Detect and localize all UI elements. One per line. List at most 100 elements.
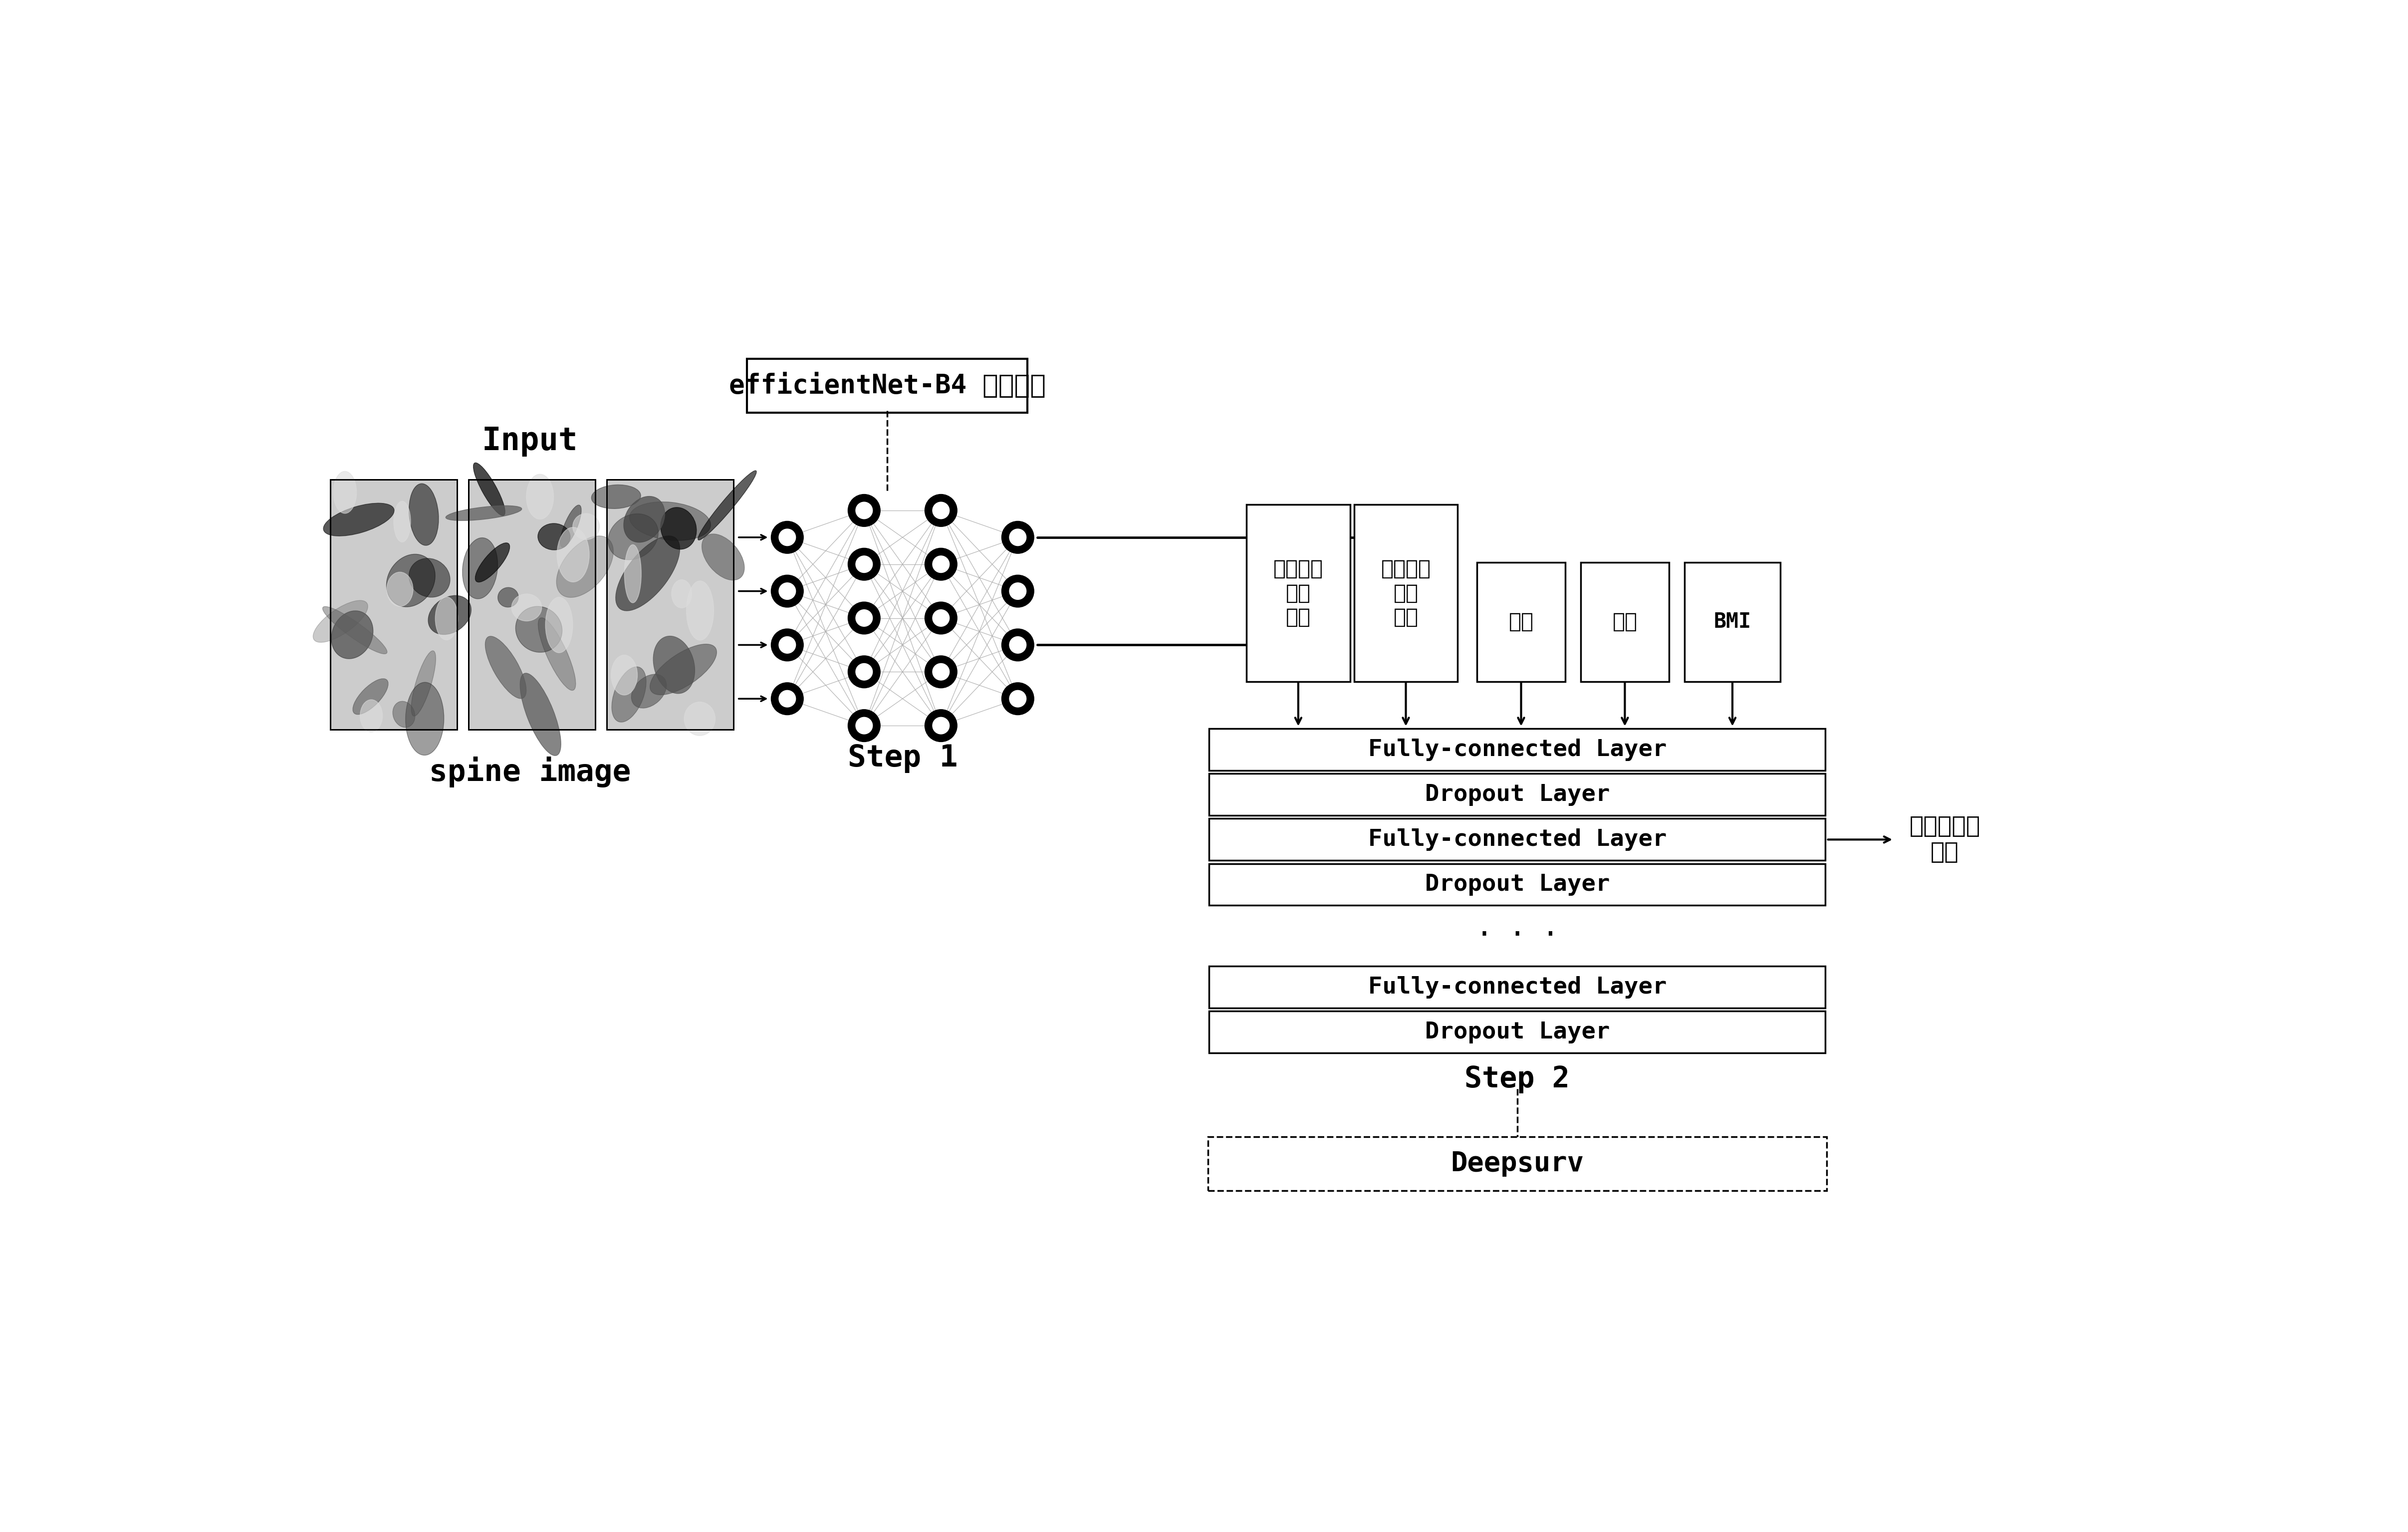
Bar bbox=[607, 480, 734, 729]
Circle shape bbox=[848, 495, 881, 527]
Circle shape bbox=[771, 521, 804, 553]
Circle shape bbox=[771, 574, 804, 607]
Ellipse shape bbox=[631, 674, 667, 708]
Circle shape bbox=[848, 656, 881, 688]
Ellipse shape bbox=[332, 611, 373, 659]
Ellipse shape bbox=[409, 484, 438, 545]
Ellipse shape bbox=[393, 702, 414, 728]
Ellipse shape bbox=[436, 597, 458, 640]
FancyBboxPatch shape bbox=[1209, 864, 1825, 905]
Circle shape bbox=[1009, 691, 1026, 708]
Circle shape bbox=[925, 548, 956, 581]
Circle shape bbox=[855, 717, 872, 734]
Text: spine image: spine image bbox=[429, 757, 631, 787]
FancyBboxPatch shape bbox=[1476, 562, 1565, 682]
Text: efficientNet-B4 알고리즘: efficientNet-B4 알고리즘 bbox=[730, 372, 1045, 398]
Ellipse shape bbox=[332, 472, 356, 513]
Ellipse shape bbox=[405, 682, 443, 755]
Circle shape bbox=[855, 502, 872, 519]
Ellipse shape bbox=[609, 513, 657, 559]
FancyBboxPatch shape bbox=[1683, 562, 1780, 682]
Ellipse shape bbox=[361, 700, 383, 732]
Circle shape bbox=[778, 691, 795, 708]
Ellipse shape bbox=[701, 535, 744, 581]
Text: 멀티공증
판별
점수: 멀티공증 판별 점수 bbox=[1380, 558, 1430, 628]
Text: Step 1: Step 1 bbox=[848, 743, 958, 774]
Circle shape bbox=[1002, 628, 1033, 662]
Circle shape bbox=[925, 602, 956, 634]
Text: 골절위험도
예측: 골절위험도 예측 bbox=[1910, 815, 1979, 864]
Ellipse shape bbox=[686, 581, 713, 640]
Text: Dropout Layer: Dropout Layer bbox=[1426, 873, 1609, 896]
Bar bbox=[330, 480, 458, 729]
FancyBboxPatch shape bbox=[1209, 818, 1825, 861]
Circle shape bbox=[1002, 574, 1033, 607]
Text: Fully-connected Layer: Fully-connected Layer bbox=[1368, 829, 1666, 850]
Circle shape bbox=[925, 709, 956, 741]
Ellipse shape bbox=[653, 636, 696, 694]
Bar bbox=[470, 480, 595, 729]
FancyBboxPatch shape bbox=[1209, 1011, 1825, 1052]
Text: ·  ·  ·: · · · bbox=[1479, 919, 1556, 953]
Ellipse shape bbox=[313, 601, 368, 642]
Circle shape bbox=[778, 529, 795, 545]
Ellipse shape bbox=[409, 558, 450, 597]
Ellipse shape bbox=[323, 607, 388, 654]
Ellipse shape bbox=[624, 496, 665, 542]
Ellipse shape bbox=[616, 536, 679, 611]
Circle shape bbox=[1002, 683, 1033, 715]
Text: Step 2: Step 2 bbox=[1464, 1065, 1570, 1094]
Circle shape bbox=[855, 556, 872, 573]
Circle shape bbox=[778, 582, 795, 599]
FancyBboxPatch shape bbox=[1209, 774, 1825, 815]
Circle shape bbox=[1009, 636, 1026, 653]
Circle shape bbox=[771, 628, 804, 662]
Ellipse shape bbox=[537, 524, 571, 550]
Ellipse shape bbox=[474, 542, 510, 582]
FancyBboxPatch shape bbox=[746, 358, 1028, 412]
Ellipse shape bbox=[556, 527, 590, 582]
Ellipse shape bbox=[412, 651, 436, 715]
Ellipse shape bbox=[393, 501, 412, 542]
Circle shape bbox=[932, 502, 949, 519]
Circle shape bbox=[855, 663, 872, 680]
Circle shape bbox=[848, 548, 881, 581]
Ellipse shape bbox=[672, 579, 691, 608]
FancyBboxPatch shape bbox=[1353, 504, 1457, 682]
FancyBboxPatch shape bbox=[1209, 729, 1825, 771]
Ellipse shape bbox=[445, 506, 523, 521]
FancyBboxPatch shape bbox=[1209, 1137, 1828, 1190]
Ellipse shape bbox=[547, 597, 573, 653]
Circle shape bbox=[1009, 529, 1026, 545]
Text: Dropout Layer: Dropout Layer bbox=[1426, 783, 1609, 806]
Ellipse shape bbox=[698, 470, 756, 541]
Circle shape bbox=[932, 610, 949, 627]
Circle shape bbox=[848, 709, 881, 741]
Ellipse shape bbox=[660, 507, 696, 550]
Ellipse shape bbox=[537, 617, 576, 691]
Ellipse shape bbox=[385, 555, 436, 607]
Circle shape bbox=[932, 717, 949, 734]
Circle shape bbox=[848, 602, 881, 634]
Bar bbox=[330, 480, 458, 729]
Ellipse shape bbox=[592, 484, 641, 509]
Text: Fully-connected Layer: Fully-connected Layer bbox=[1368, 976, 1666, 999]
Ellipse shape bbox=[527, 475, 554, 519]
Circle shape bbox=[925, 495, 956, 527]
Text: Fully-connected Layer: Fully-connected Layer bbox=[1368, 738, 1666, 761]
Ellipse shape bbox=[556, 536, 614, 597]
Ellipse shape bbox=[628, 502, 710, 541]
Circle shape bbox=[925, 656, 956, 688]
Circle shape bbox=[1002, 521, 1033, 553]
Text: 척추골절
판별
점수: 척추골절 판별 점수 bbox=[1274, 558, 1324, 628]
Ellipse shape bbox=[612, 656, 638, 696]
Text: Dropout Layer: Dropout Layer bbox=[1426, 1020, 1609, 1043]
Circle shape bbox=[932, 556, 949, 573]
Text: Deepsurv: Deepsurv bbox=[1450, 1151, 1584, 1177]
Circle shape bbox=[855, 610, 872, 627]
Ellipse shape bbox=[515, 607, 561, 653]
Circle shape bbox=[771, 683, 804, 715]
Circle shape bbox=[1009, 582, 1026, 599]
Ellipse shape bbox=[612, 666, 645, 722]
Circle shape bbox=[778, 636, 795, 653]
